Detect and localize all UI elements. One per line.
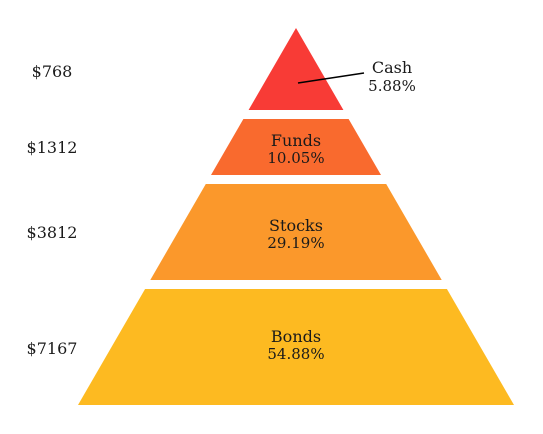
segment-name-stocks: Stocks <box>269 216 323 235</box>
amount-label-stocks: $3812 <box>27 223 78 242</box>
segment-stocks <box>150 184 442 280</box>
segment-name-funds: Funds <box>271 131 321 150</box>
segment-funds <box>210 119 382 175</box>
amount-label-funds: $1312 <box>27 138 78 157</box>
segment-bonds <box>78 289 514 405</box>
segment-percent-bonds: 54.88% <box>267 345 324 363</box>
segment-cash <box>248 28 344 110</box>
segment-name-bonds: Bonds <box>271 327 321 346</box>
amount-label-bonds: $7167 <box>27 339 78 358</box>
callout-line-cash <box>297 72 365 84</box>
segment-percent-stocks: 29.19% <box>267 234 324 252</box>
segment-name-cash: Cash <box>372 58 412 77</box>
amount-label-cash: $768 <box>32 62 73 81</box>
segment-percent-funds: 10.05% <box>267 149 324 167</box>
segment-percent-cash: 5.88% <box>368 77 416 95</box>
